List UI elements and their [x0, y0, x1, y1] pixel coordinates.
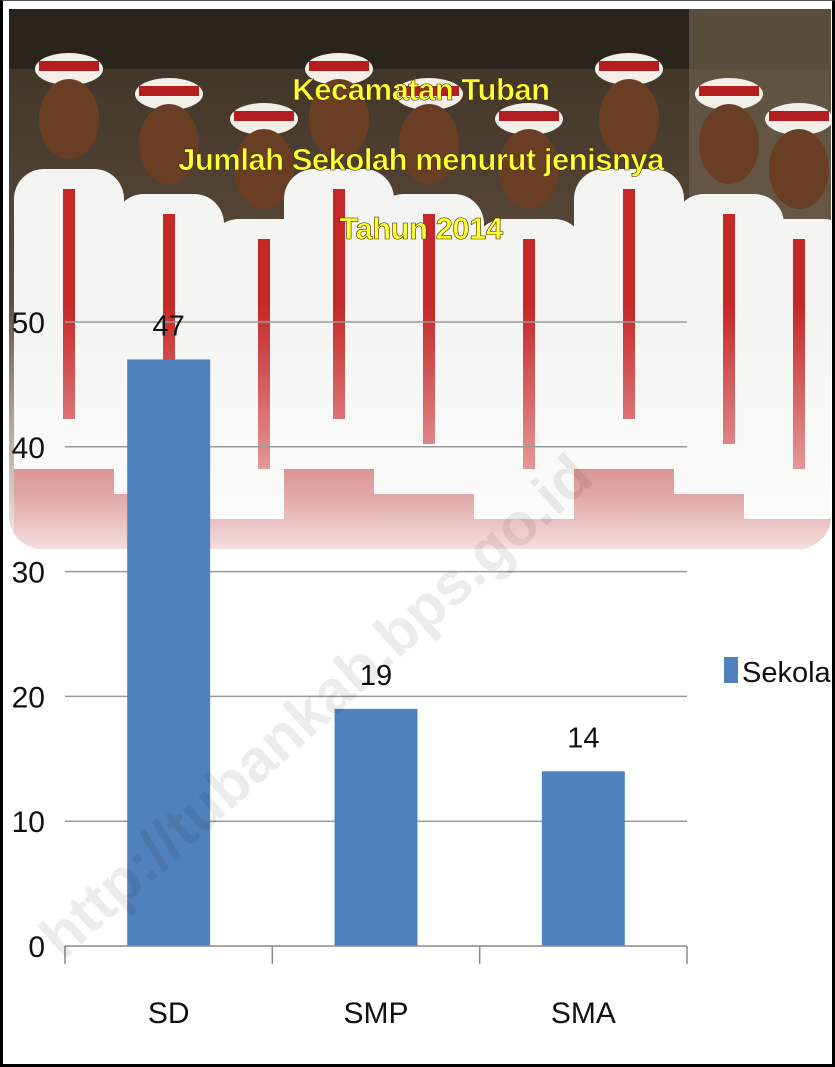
legend-swatch [724, 657, 738, 683]
y-tick-label: 10 [12, 806, 45, 839]
legend-label: Sekolah [742, 657, 832, 689]
x-category-label: SMP [343, 997, 408, 1030]
bar [334, 708, 418, 946]
bars [127, 359, 625, 946]
x-axis-category-labels: SD SMP SMA [148, 997, 616, 1030]
x-axis [64, 945, 688, 964]
data-label: 47 [153, 310, 185, 342]
y-tick-label: 0 [28, 931, 45, 964]
data-labels: 47 19 14 [153, 310, 600, 754]
y-tick-label: 30 [12, 557, 45, 590]
title-line-2: Jumlah Sekolah menurut jenisnya [178, 142, 665, 177]
watermark: http://tubankab.bps.go.id [27, 441, 604, 970]
x-category-label: SMA [551, 997, 616, 1030]
data-label: 19 [360, 660, 392, 692]
chart-title: Kecamatan Tuban Jumlah Sekolah menurut j… [178, 72, 666, 247]
bar-chart: 0 10 20 30 40 50 SD SMP SMA 47 19 14 http://tuban… [12, 72, 832, 1030]
bar [127, 359, 211, 946]
data-label: 14 [567, 722, 599, 754]
legend: Sekolah [724, 657, 832, 689]
y-tick-label: 40 [12, 432, 45, 465]
title-line-1: Kecamatan Tuban [292, 72, 549, 107]
x-category-label: SD [148, 997, 190, 1030]
title-line-3: Tahun 2014 [339, 211, 504, 246]
bar [541, 771, 625, 946]
y-axis-tick-labels: 0 10 20 30 40 50 [12, 307, 45, 964]
y-tick-label: 20 [12, 681, 45, 714]
y-tick-label: 50 [12, 307, 45, 340]
